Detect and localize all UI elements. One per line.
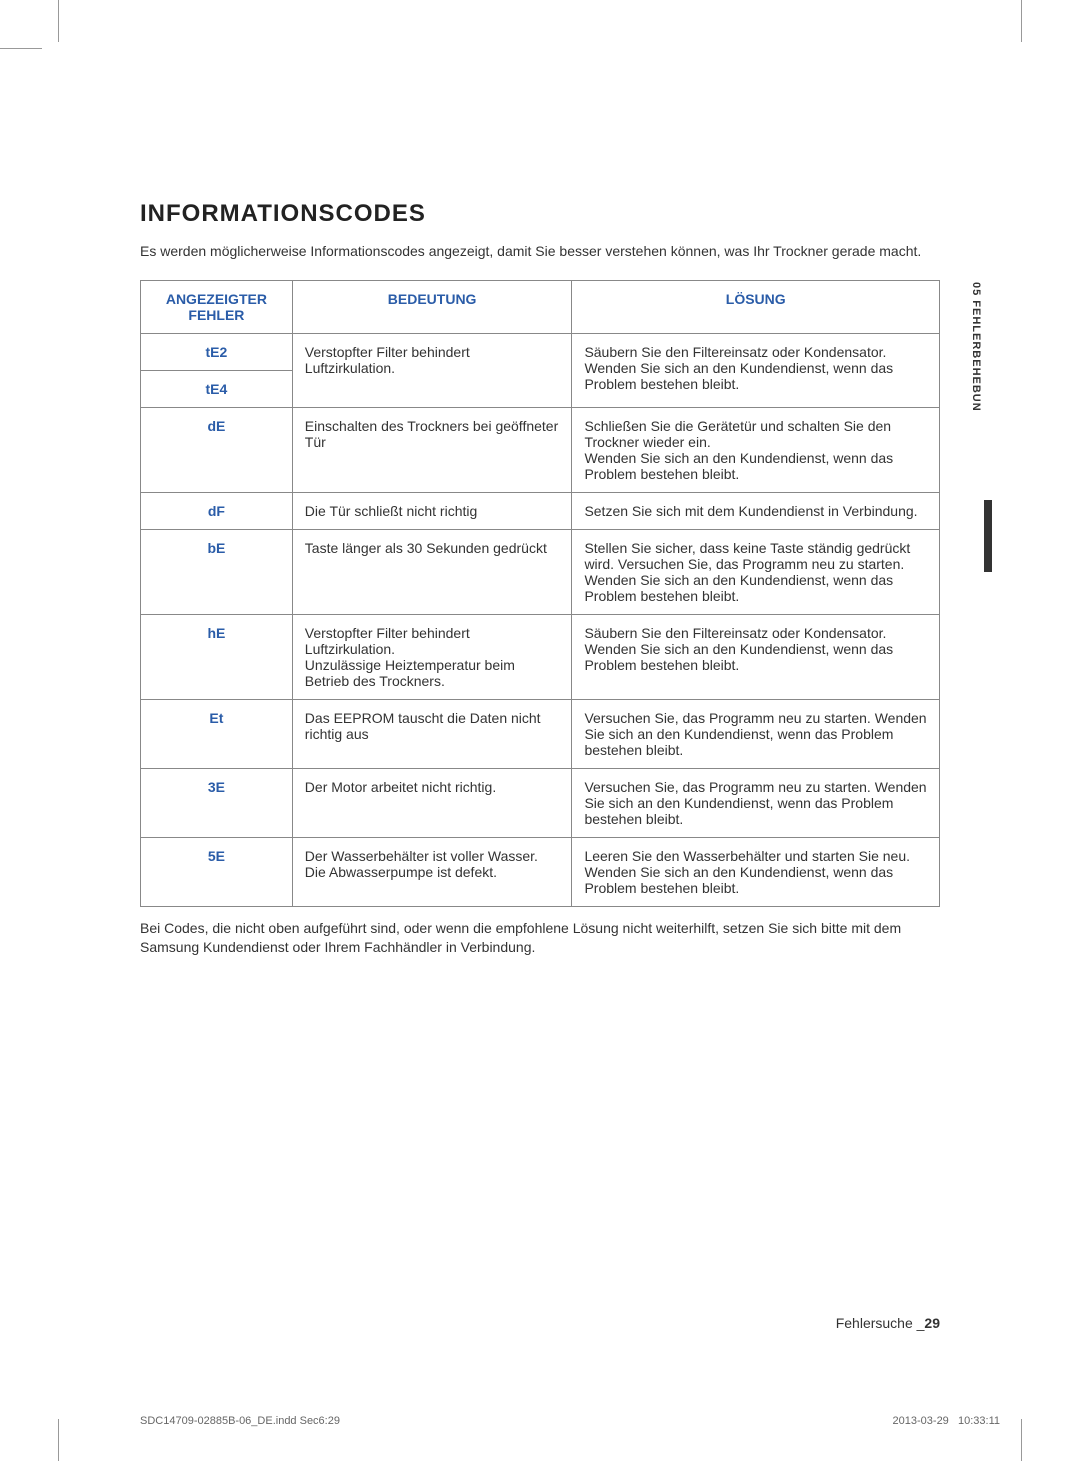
solution-cell: Setzen Sie sich mit dem Kundendienst in … [572, 492, 940, 529]
error-code-cell: dE [141, 407, 293, 492]
table-row: 3E Der Motor arbeitet nicht richtig. Ver… [141, 768, 940, 837]
header-line2: FEHLER [188, 307, 244, 323]
meaning-cell: Einschalten des Trockners bei geöffneter… [292, 407, 572, 492]
meaning-cell: Verstopfter Filter behindert Luftzirkula… [292, 614, 572, 699]
solution-cell: Säubern Sie den Filtereinsatz oder Konde… [572, 614, 940, 699]
error-code-cell: tE2 tE4 [141, 333, 293, 407]
meaning-cell: Das EEPROM tauscht die Daten nicht richt… [292, 699, 572, 768]
table-row: tE2 tE4 Verstopfter Filter behindert Luf… [141, 333, 940, 407]
table-row: dE Einschalten des Trockners bei geöffne… [141, 407, 940, 492]
print-filename: SDC14709-02885B-06_DE.indd Sec6:29 [140, 1415, 340, 1427]
intro-paragraph: Es werden möglicherweise Informationscod… [140, 242, 940, 262]
page-title: INFORMATIONSCODES [140, 200, 940, 228]
page-footer: Fehlersuche _29 [836, 1315, 940, 1331]
error-code-cell: 5E [141, 837, 293, 906]
meaning-cell: Verstopfter Filter behindert Luftzirkula… [292, 333, 572, 407]
table-header-row: ANGEZEIGTER FEHLER BEDEUTUNG LÖSUNG [141, 280, 940, 333]
table-row: Et Das EEPROM tauscht die Daten nicht ri… [141, 699, 940, 768]
error-code-cell: dF [141, 492, 293, 529]
error-code-cell: bE [141, 529, 293, 614]
error-code-cell: hE [141, 614, 293, 699]
meaning-cell: Die Tür schließt nicht richtig [292, 492, 572, 529]
solution-cell: Versuchen Sie, das Programm neu zu start… [572, 699, 940, 768]
table-row: dF Die Tür schließt nicht richtig Setzen… [141, 492, 940, 529]
error-code-cell: 3E [141, 768, 293, 837]
crop-mark [58, 1419, 59, 1461]
print-date: 2013-03-29 [893, 1415, 949, 1427]
footnote-paragraph: Bei Codes, die nicht oben aufgeführt sin… [140, 919, 940, 958]
print-metadata: SDC14709-02885B-06_DE.indd Sec6:29 2013-… [140, 1415, 1000, 1427]
table-row: 5E Der Wasserbehälter ist voller Wasser.… [141, 837, 940, 906]
solution-cell: Säubern Sie den Filtereinsatz oder Konde… [572, 333, 940, 407]
error-code-tE2: tE2 [141, 334, 292, 371]
header-solution: LÖSUNG [572, 280, 940, 333]
page-number: 29 [924, 1315, 940, 1331]
table-row: hE Verstopfter Filter behindert Luftzirk… [141, 614, 940, 699]
print-datetime: 2013-03-29 10:33:11 [893, 1415, 1000, 1427]
error-code-tE4: tE4 [141, 371, 292, 407]
print-time: 10:33:11 [958, 1415, 1000, 1427]
solution-cell: Stellen Sie sicher, dass keine Taste stä… [572, 529, 940, 614]
meaning-cell: Der Motor arbeitet nicht richtig. [292, 768, 572, 837]
header-meaning: BEDEUTUNG [292, 280, 572, 333]
page-content: INFORMATIONSCODES Es werden möglicherwei… [0, 0, 1080, 1038]
error-code-cell: Et [141, 699, 293, 768]
solution-cell: Schließen Sie die Gerätetür und schalten… [572, 407, 940, 492]
header-error-code: ANGEZEIGTER FEHLER [141, 280, 293, 333]
meaning-cell: Der Wasserbehälter ist voller Wasser. Di… [292, 837, 572, 906]
crop-mark [1021, 1419, 1022, 1461]
solution-cell: Leeren Sie den Wasserbehälter und starte… [572, 837, 940, 906]
footer-label: Fehlersuche _ [836, 1315, 925, 1331]
header-line1: ANGEZEIGTER [166, 291, 267, 307]
error-codes-table: ANGEZEIGTER FEHLER BEDEUTUNG LÖSUNG tE2 … [140, 280, 940, 907]
meaning-cell: Taste länger als 30 Sekunden gedrückt [292, 529, 572, 614]
table-row: bE Taste länger als 30 Sekunden gedrückt… [141, 529, 940, 614]
solution-cell: Versuchen Sie, das Programm neu zu start… [572, 768, 940, 837]
